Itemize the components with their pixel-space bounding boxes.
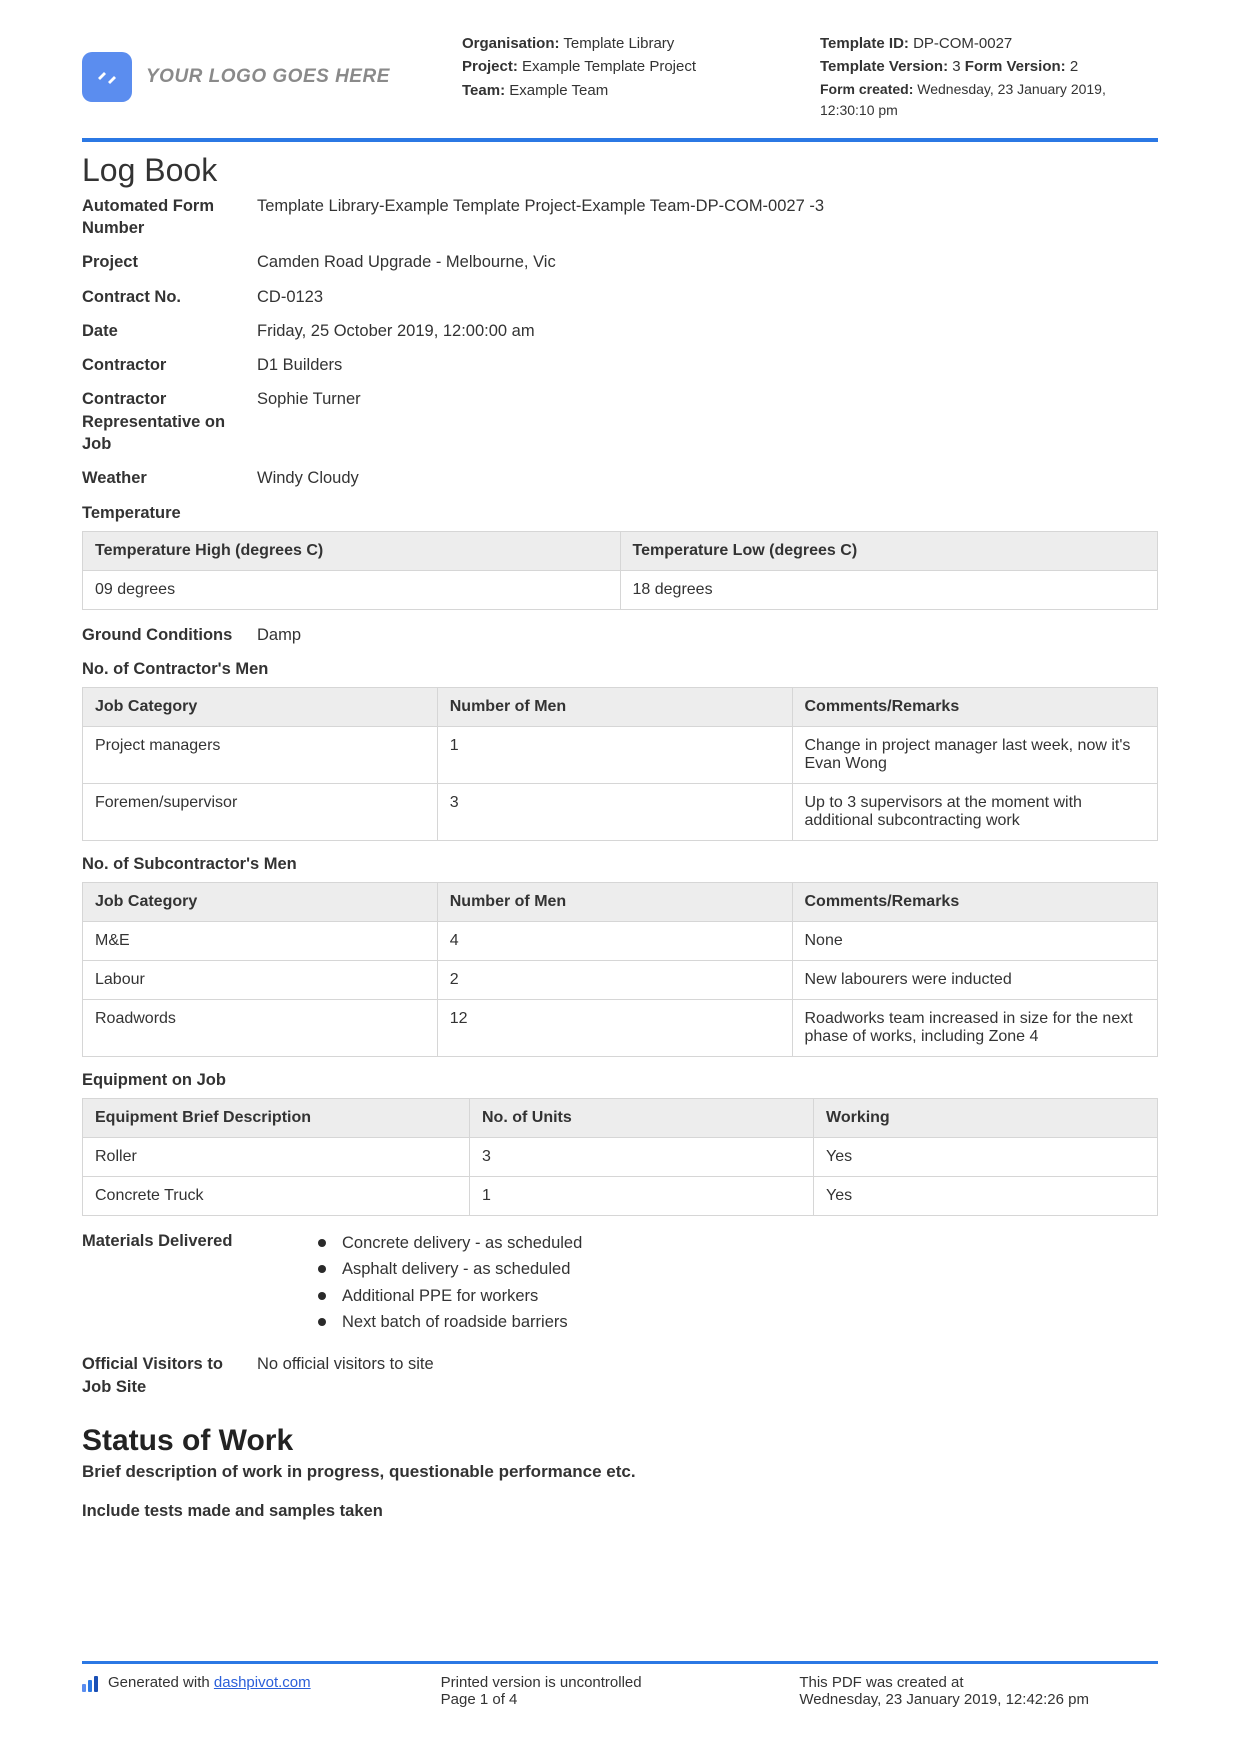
contract-label: Contract No. xyxy=(82,286,257,308)
form-created-label: Form created: xyxy=(820,81,913,97)
template-id-value: DP-COM-0027 xyxy=(913,35,1012,52)
contract-value: CD-0123 xyxy=(257,286,1158,308)
temp-high-header: Temperature High (degrees C) xyxy=(83,531,621,570)
org-label: Organisation: xyxy=(462,35,560,52)
list-item: Next batch of roadside barriers xyxy=(312,1309,582,1335)
date-label: Date xyxy=(82,320,257,342)
form-version-value: 2 xyxy=(1070,58,1078,75)
ground-label: Ground Conditions xyxy=(82,624,257,646)
project-meta-value: Example Template Project xyxy=(522,58,696,75)
materials-list: Concrete delivery - as scheduled Asphalt… xyxy=(312,1230,582,1336)
equipment-table: Equipment Brief Description No. of Units… xyxy=(82,1098,1158,1216)
weather-value: Windy Cloudy xyxy=(257,467,1158,489)
afn-value: Template Library-Example Template Projec… xyxy=(257,195,1158,240)
logo-placeholder-text: YOUR LOGO GOES HERE xyxy=(146,66,390,88)
table-row: Roadwords12Roadworks team increased in s… xyxy=(83,999,1158,1056)
temperature-table: Temperature High (degrees C)Temperature … xyxy=(82,531,1158,610)
status-heading: Status of Work xyxy=(82,1424,1158,1458)
sub-col1: Job Category xyxy=(83,882,438,921)
header-meta-right: Template ID: DP-COM-0027 Template Versio… xyxy=(820,32,1158,122)
form-version-label: Form Version: xyxy=(965,58,1066,75)
temperature-heading: Temperature xyxy=(82,504,1158,523)
eq-col1: Equipment Brief Description xyxy=(83,1098,470,1137)
materials-label: Materials Delivered xyxy=(82,1230,312,1336)
contractors-table: Job Category Number of Men Comments/Rema… xyxy=(82,687,1158,841)
weather-label: Weather xyxy=(82,467,257,489)
pdf-created-label: This PDF was created at xyxy=(799,1674,1158,1691)
document-footer: Generated with dashpivot.com Printed ver… xyxy=(82,1661,1158,1708)
table-row: Concrete Truck1Yes xyxy=(83,1176,1158,1215)
team-value: Example Team xyxy=(509,82,608,99)
table-row: Roller3Yes xyxy=(83,1137,1158,1176)
sub-col2: Number of Men xyxy=(437,882,792,921)
materials-row: Materials Delivered Concrete delivery - … xyxy=(82,1230,1158,1336)
project-meta-label: Project: xyxy=(462,58,518,75)
org-value: Template Library xyxy=(563,35,674,52)
contractor-value: D1 Builders xyxy=(257,354,1158,376)
project-label: Project xyxy=(82,251,257,273)
dashpivot-link[interactable]: dashpivot.com xyxy=(214,1674,311,1691)
header-meta-left: Organisation: Template Library Project: … xyxy=(462,32,800,122)
temp-high-value: 09 degrees xyxy=(83,570,621,609)
rep-label: Contractor Representative on Job xyxy=(82,388,257,455)
page-number: Page 1 of 4 xyxy=(441,1691,800,1708)
template-version-value: 3 xyxy=(952,58,960,75)
tests-heading: Include tests made and samples taken xyxy=(82,1502,1158,1521)
afn-label: Automated Form Number xyxy=(82,195,257,240)
temp-low-header: Temperature Low (degrees C) xyxy=(620,531,1158,570)
visitors-value: No official visitors to site xyxy=(257,1353,1158,1398)
ground-value: Damp xyxy=(257,624,1158,646)
visitors-label: Official Visitors to Job Site xyxy=(82,1353,257,1398)
logo-icon xyxy=(82,52,132,102)
template-version-label: Template Version: xyxy=(820,58,948,75)
template-id-label: Template ID: xyxy=(820,35,909,52)
status-sub: Brief description of work in progress, q… xyxy=(82,1462,1158,1482)
table-row: Project managers1Change in project manag… xyxy=(83,726,1158,783)
temp-low-value: 18 degrees xyxy=(620,570,1158,609)
bars-icon xyxy=(82,1676,100,1692)
team-label: Team: xyxy=(462,82,505,99)
uncontrolled-text: Printed version is uncontrolled xyxy=(441,1674,800,1691)
pdf-created-time: Wednesday, 23 January 2019, 12:42:26 pm xyxy=(799,1691,1158,1708)
con-col1: Job Category xyxy=(83,687,438,726)
logo-block: YOUR LOGO GOES HERE xyxy=(82,32,442,122)
table-row: Labour2New labourers were inducted xyxy=(83,960,1158,999)
list-item: Concrete delivery - as scheduled xyxy=(312,1230,582,1256)
con-col2: Number of Men xyxy=(437,687,792,726)
equipment-heading: Equipment on Job xyxy=(82,1071,1158,1090)
subcontractors-table: Job Category Number of Men Comments/Rema… xyxy=(82,882,1158,1057)
contractor-label: Contractor xyxy=(82,354,257,376)
page-title: Log Book xyxy=(82,152,1158,189)
rep-value: Sophie Turner xyxy=(257,388,1158,455)
date-value: Friday, 25 October 2019, 12:00:00 am xyxy=(257,320,1158,342)
sub-col3: Comments/Remarks xyxy=(792,882,1158,921)
list-item: Asphalt delivery - as scheduled xyxy=(312,1256,582,1282)
table-row: Foremen/supervisor3Up to 3 supervisors a… xyxy=(83,783,1158,840)
project-value: Camden Road Upgrade - Melbourne, Vic xyxy=(257,251,1158,273)
eq-col2: No. of Units xyxy=(470,1098,814,1137)
document-header: YOUR LOGO GOES HERE Organisation: Templa… xyxy=(82,32,1158,142)
subcontractors-heading: No. of Subcontractor's Men xyxy=(82,855,1158,874)
eq-col3: Working xyxy=(814,1098,1158,1137)
list-item: Additional PPE for workers xyxy=(312,1283,582,1309)
contractors-heading: No. of Contractor's Men xyxy=(82,660,1158,679)
generated-prefix: Generated with xyxy=(108,1674,214,1691)
con-col3: Comments/Remarks xyxy=(792,687,1158,726)
table-row: M&E4None xyxy=(83,921,1158,960)
